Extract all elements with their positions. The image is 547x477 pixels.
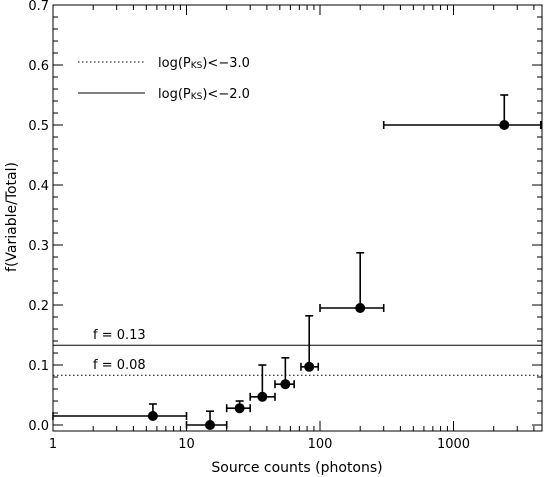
y-axis-label: f(Variable/Total) — [4, 162, 20, 272]
data-point — [234, 403, 245, 414]
data-point — [257, 391, 268, 402]
data-point — [499, 120, 510, 130]
x-tick-label: 10 — [178, 437, 195, 452]
legend: log(PKS)<−3.0 log(PKS)<−2.0 — [78, 56, 250, 102]
data-point — [280, 379, 291, 390]
y-tick-label: 0.2 — [28, 299, 49, 314]
data-point — [304, 361, 315, 372]
x-tick-label: 100 — [308, 437, 333, 452]
x-tick-label: 1 — [49, 437, 57, 452]
y-tick-label: 0.0 — [28, 419, 49, 434]
reference-line-label: f = 0.08 — [93, 358, 146, 373]
data-point — [205, 420, 216, 430]
x-axis-ticks: 1 10 100 1000 — [49, 5, 535, 452]
y-tick-label: 0.6 — [28, 59, 49, 74]
y-axis-ticks: 0.0 0.1 0.2 0.3 0.4 0.5 0.6 0.7 — [28, 0, 542, 434]
y-tick-label: 0.4 — [28, 179, 49, 194]
plot-frame — [52, 4, 543, 432]
data-point — [355, 303, 366, 313]
data-point — [147, 411, 158, 421]
y-tick-label: 0.3 — [28, 239, 49, 254]
data-points — [147, 120, 510, 430]
reference-lines: f = 0.13 f = 0.08 — [53, 328, 542, 376]
legend-label: log(PKS)<−3.0 — [158, 56, 250, 71]
y-tick-label: 0.5 — [28, 119, 49, 134]
plot-border — [52, 4, 543, 432]
y-tick-label: 0.1 — [28, 359, 49, 374]
x-axis-label: Source counts (photons) — [211, 460, 382, 476]
error-bars — [52, 94, 542, 429]
x-tick-label: 1000 — [437, 437, 470, 452]
y-tick-label: 0.7 — [28, 0, 49, 14]
legend-label: log(PKS)<−2.0 — [158, 87, 250, 102]
reference-line-label: f = 0.13 — [93, 328, 146, 343]
